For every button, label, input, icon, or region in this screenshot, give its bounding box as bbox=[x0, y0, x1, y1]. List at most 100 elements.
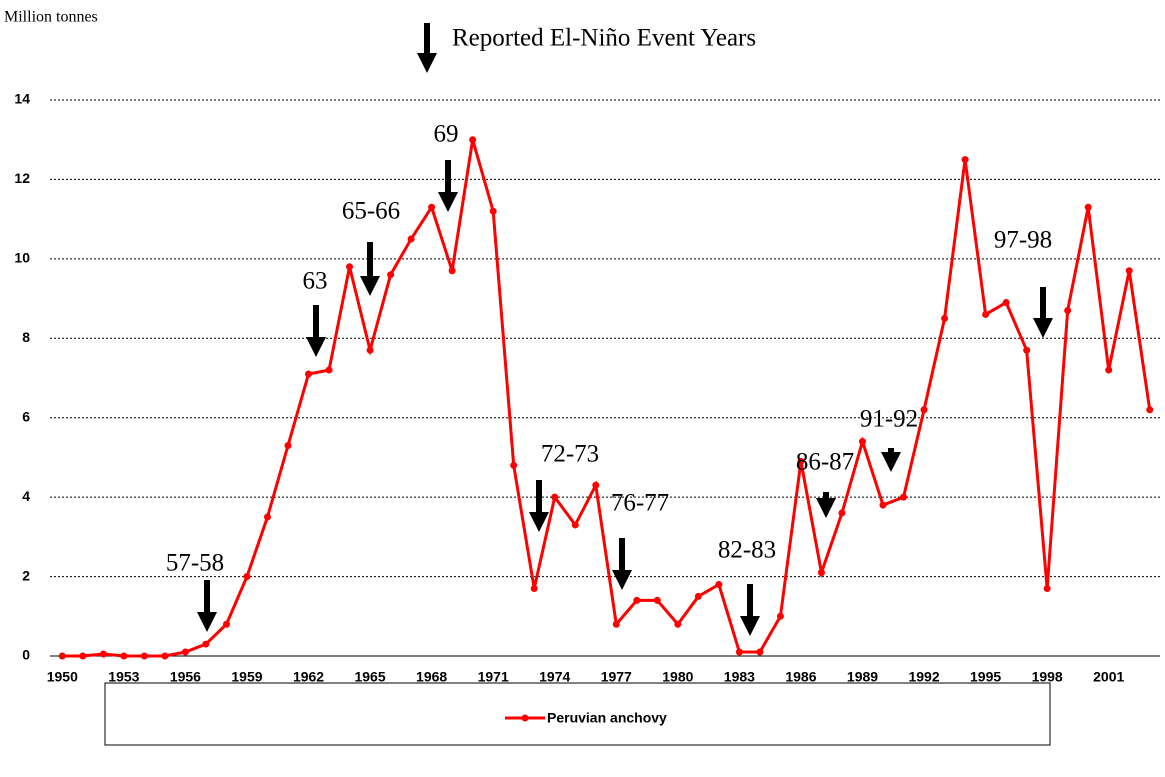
arrow-head bbox=[360, 276, 380, 296]
data-point bbox=[674, 620, 682, 628]
legend-box bbox=[104, 682, 1051, 746]
y-tick-label: 0 bbox=[22, 647, 30, 663]
x-tick-label: 1956 bbox=[170, 669, 201, 685]
data-point bbox=[428, 203, 436, 211]
data-point bbox=[1146, 406, 1154, 414]
y-tick-label: 2 bbox=[22, 567, 30, 583]
data-point bbox=[633, 596, 641, 604]
x-tick-label: 1959 bbox=[231, 669, 262, 685]
data-point bbox=[79, 652, 87, 660]
data-point bbox=[776, 612, 784, 620]
data-point bbox=[961, 156, 969, 164]
data-point bbox=[202, 640, 210, 648]
data-point bbox=[510, 461, 518, 469]
data-point bbox=[612, 620, 620, 628]
data-point bbox=[346, 263, 354, 271]
data-point bbox=[243, 573, 251, 581]
x-tick-label: 1989 bbox=[847, 669, 878, 685]
data-point bbox=[530, 584, 538, 592]
data-point bbox=[756, 648, 764, 656]
y-tick-label: 12 bbox=[14, 170, 30, 186]
y-tick-label: 4 bbox=[22, 488, 30, 504]
x-tick-label: 2001 bbox=[1093, 669, 1124, 685]
x-tick-label: 1971 bbox=[478, 669, 509, 685]
data-point bbox=[99, 650, 107, 658]
annotation: 63 bbox=[303, 268, 328, 295]
series-line bbox=[62, 139, 1152, 658]
data-point bbox=[305, 370, 313, 378]
annotation: 86-87 bbox=[796, 449, 854, 476]
data-point bbox=[694, 592, 702, 600]
data-point bbox=[387, 271, 395, 279]
y-tick-label: 10 bbox=[14, 250, 30, 266]
annotation: 57-58 bbox=[166, 550, 224, 577]
data-point bbox=[1023, 346, 1031, 354]
arrow-head bbox=[438, 192, 458, 212]
annotation: 65-66 bbox=[342, 198, 400, 225]
chart-title: Reported El-Niño Event Years bbox=[452, 25, 756, 52]
data-point bbox=[551, 493, 559, 501]
y-tick-label: 6 bbox=[22, 408, 30, 424]
data-point bbox=[469, 136, 477, 144]
data-point bbox=[1125, 267, 1133, 275]
arrow-head bbox=[1033, 318, 1053, 338]
data-point bbox=[941, 314, 949, 322]
data-point bbox=[140, 652, 148, 660]
x-tick-label: 1965 bbox=[354, 669, 385, 685]
arrow-head bbox=[612, 570, 632, 590]
data-point bbox=[181, 648, 189, 656]
data-point bbox=[858, 438, 866, 446]
data-point bbox=[120, 652, 128, 660]
data-point bbox=[838, 509, 846, 517]
arrow-head bbox=[197, 612, 217, 632]
data-point bbox=[1043, 584, 1051, 592]
data-point bbox=[797, 457, 805, 465]
x-tick-label: 1980 bbox=[662, 669, 693, 685]
data-point bbox=[817, 569, 825, 577]
annotation: 72-73 bbox=[541, 441, 599, 468]
data-point bbox=[982, 310, 990, 318]
data-point bbox=[715, 581, 723, 589]
legend-marker bbox=[521, 714, 529, 722]
y-tick-label: 8 bbox=[22, 329, 30, 345]
data-point bbox=[735, 648, 743, 656]
data-point bbox=[592, 481, 600, 489]
x-tick-label: 1986 bbox=[785, 669, 816, 685]
arrow-head bbox=[740, 616, 760, 636]
data-point bbox=[58, 652, 66, 660]
arrow-head bbox=[417, 53, 437, 73]
data-point bbox=[571, 521, 579, 529]
data-point bbox=[1064, 306, 1072, 314]
x-tick-label: 1962 bbox=[293, 669, 324, 685]
x-tick-label: 1998 bbox=[1032, 669, 1063, 685]
data-point bbox=[284, 442, 292, 450]
x-tick-label: 1974 bbox=[539, 669, 570, 685]
y-axis-label: Million tonnes bbox=[4, 9, 98, 26]
legend-label: Peruvian anchovy bbox=[547, 710, 667, 726]
data-point bbox=[263, 513, 271, 521]
data-point bbox=[879, 501, 887, 509]
arrow-head bbox=[881, 452, 901, 472]
data-point bbox=[489, 207, 497, 215]
y-tick-label: 14 bbox=[14, 91, 30, 107]
x-tick-label: 1983 bbox=[724, 669, 755, 685]
x-tick-label: 1992 bbox=[908, 669, 939, 685]
data-point bbox=[1084, 203, 1092, 211]
data-point bbox=[448, 267, 456, 275]
annotation: 69 bbox=[434, 121, 459, 148]
data-point bbox=[407, 235, 415, 243]
data-point bbox=[325, 366, 333, 374]
data-point bbox=[653, 596, 661, 604]
data-point bbox=[900, 493, 908, 501]
data-point bbox=[161, 652, 169, 660]
annotation: 82-83 bbox=[718, 537, 776, 564]
annotation: 97-98 bbox=[994, 227, 1052, 254]
x-tick-label: 1968 bbox=[416, 669, 447, 685]
x-tick-label: 1995 bbox=[970, 669, 1001, 685]
data-point bbox=[920, 406, 928, 414]
x-tick-label: 1950 bbox=[47, 669, 78, 685]
data-point bbox=[1105, 366, 1113, 374]
data-point bbox=[222, 620, 230, 628]
x-tick-label: 1953 bbox=[108, 669, 139, 685]
